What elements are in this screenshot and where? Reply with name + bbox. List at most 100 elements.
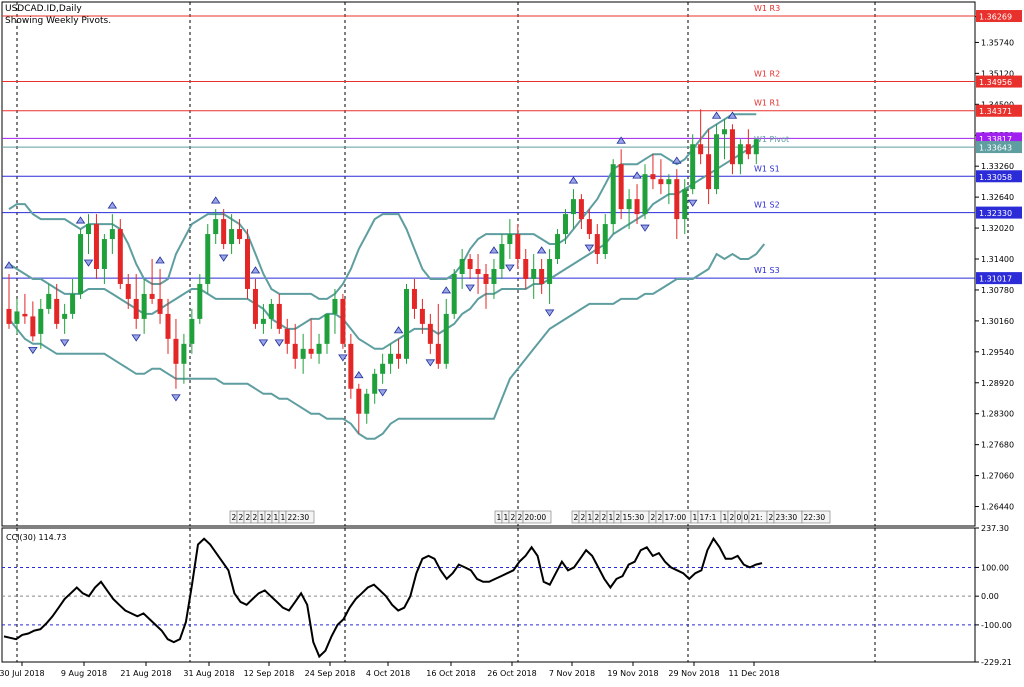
pivot-value-tag xyxy=(976,170,1022,183)
cci-y-axis-tick-label: 237.30 xyxy=(981,524,1009,533)
session-box-label: 23:30 xyxy=(776,513,798,522)
candle-bull xyxy=(205,234,211,284)
pivot-value-tag xyxy=(976,272,1022,285)
bollinger-mid-band xyxy=(8,143,757,350)
candle-bull xyxy=(499,244,505,269)
candle-bull xyxy=(109,229,115,240)
y-axis-tick-label: 1.32640 xyxy=(981,193,1014,202)
cci-panel-frame xyxy=(1,527,976,663)
candle-bear xyxy=(276,303,282,329)
x-axis-date-label: 21 Aug 2018 xyxy=(120,669,171,678)
candle-bear xyxy=(237,229,243,240)
candle-bull xyxy=(404,288,409,359)
session-box-label: 2 xyxy=(511,513,516,522)
pivot-value-tag xyxy=(976,206,1022,219)
candle-bear xyxy=(117,229,123,284)
y-axis-tick-label: 1.28300 xyxy=(981,410,1014,419)
pivot-value-tag xyxy=(976,75,1022,88)
fractal-up-arrow xyxy=(210,196,221,204)
cci-title: CCI(30) 114.73 xyxy=(6,533,67,542)
session-box-label: 22:30 xyxy=(804,513,826,522)
fractal-down-arrow xyxy=(171,394,181,402)
session-box-label: 21: xyxy=(751,513,763,522)
session-box-label: 1 xyxy=(723,513,728,522)
candle-bull xyxy=(372,373,378,394)
fractal-up-arrow xyxy=(616,136,626,144)
candle-bull xyxy=(451,273,457,314)
y-axis-tick-label: 1.35120 xyxy=(981,69,1014,78)
candle-bear xyxy=(396,353,402,359)
candle-bear xyxy=(284,328,290,344)
candle-bear xyxy=(698,144,704,155)
candle-bull xyxy=(14,311,20,324)
session-box-label: 2 xyxy=(239,513,244,522)
candle-bull xyxy=(86,224,91,235)
session-box-label: 2 xyxy=(730,513,735,522)
candle-bull xyxy=(197,283,203,319)
candle-bear xyxy=(157,298,163,314)
fractal-down-arrow xyxy=(28,346,38,355)
candle-bull xyxy=(324,313,330,344)
candle-bear xyxy=(618,164,624,210)
candle-bull xyxy=(563,214,568,235)
pivot-value-tag xyxy=(976,141,1022,154)
session-box-label: 1 xyxy=(260,513,265,522)
session-box-label: 2 xyxy=(574,513,579,522)
session-box-label: 1 xyxy=(693,513,698,522)
fractal-down-arrow xyxy=(131,334,141,342)
pivot-value-label: 1.34956 xyxy=(979,78,1012,87)
candle-bull xyxy=(507,234,513,245)
pivot-value-tag xyxy=(976,10,1022,23)
candle-bull xyxy=(610,164,616,225)
candle-bear xyxy=(125,283,131,299)
candle-bear xyxy=(149,293,155,299)
candle-bull xyxy=(332,298,338,314)
pivot-value-label: 1.36269 xyxy=(979,13,1012,22)
x-axis-date-label: 26 Oct 2018 xyxy=(487,669,536,678)
candle-bear xyxy=(594,234,600,255)
fractal-down-arrow xyxy=(505,264,515,272)
candle-bear xyxy=(30,316,36,337)
fractal-up-arrow xyxy=(672,156,682,164)
candle-bull xyxy=(626,199,632,210)
session-box-label: 2 xyxy=(602,513,607,522)
candle-bull xyxy=(268,303,274,319)
candle-bear xyxy=(475,268,481,274)
candle-bull xyxy=(531,268,537,279)
session-box-label: 2 xyxy=(253,513,258,522)
y-axis-tick-label: 1.35740 xyxy=(981,38,1014,47)
candle-bull xyxy=(78,234,84,294)
x-axis-date-label: 19 Nov 2018 xyxy=(607,669,658,678)
candle-bull xyxy=(459,259,465,274)
cci-y-axis-tick-label: -229.21 xyxy=(981,658,1012,667)
candle-bear xyxy=(252,288,258,324)
fractal-up-arrow xyxy=(393,326,404,334)
candle-bull xyxy=(570,199,576,215)
fractal-down-arrow xyxy=(544,309,555,317)
candle-bear xyxy=(22,313,28,317)
fractal-up-arrow xyxy=(441,286,451,294)
fractal-down-arrow xyxy=(338,354,348,362)
pivot-name-label: W1 S3 xyxy=(754,266,780,275)
x-axis-date-label: 30 Jul 2018 xyxy=(0,669,45,678)
fractal-down-arrow xyxy=(377,389,388,397)
fractal-down-arrow xyxy=(59,339,70,347)
session-box xyxy=(522,510,552,524)
session-box-label: 2 xyxy=(658,513,663,522)
y-axis-tick-label: 1.30160 xyxy=(981,317,1014,326)
candle-bull xyxy=(602,224,608,255)
pivot-value-label: 1.33058 xyxy=(979,173,1012,182)
session-box-label: 17:1 xyxy=(700,513,717,522)
y-axis-tick-label: 1.28920 xyxy=(981,379,1014,388)
candle-bear xyxy=(292,343,298,359)
fractal-down-arrow xyxy=(274,339,285,347)
candle-bear xyxy=(340,298,346,344)
bollinger-upper-band xyxy=(8,113,757,300)
session-box-label: 2 xyxy=(651,513,656,522)
x-axis-date-label: 11 Dec 2018 xyxy=(728,669,779,678)
session-box-label: 20:00 xyxy=(525,513,547,522)
session-box-label: 0 xyxy=(744,513,749,522)
pivot-value-label: 1.33643 xyxy=(979,144,1012,153)
